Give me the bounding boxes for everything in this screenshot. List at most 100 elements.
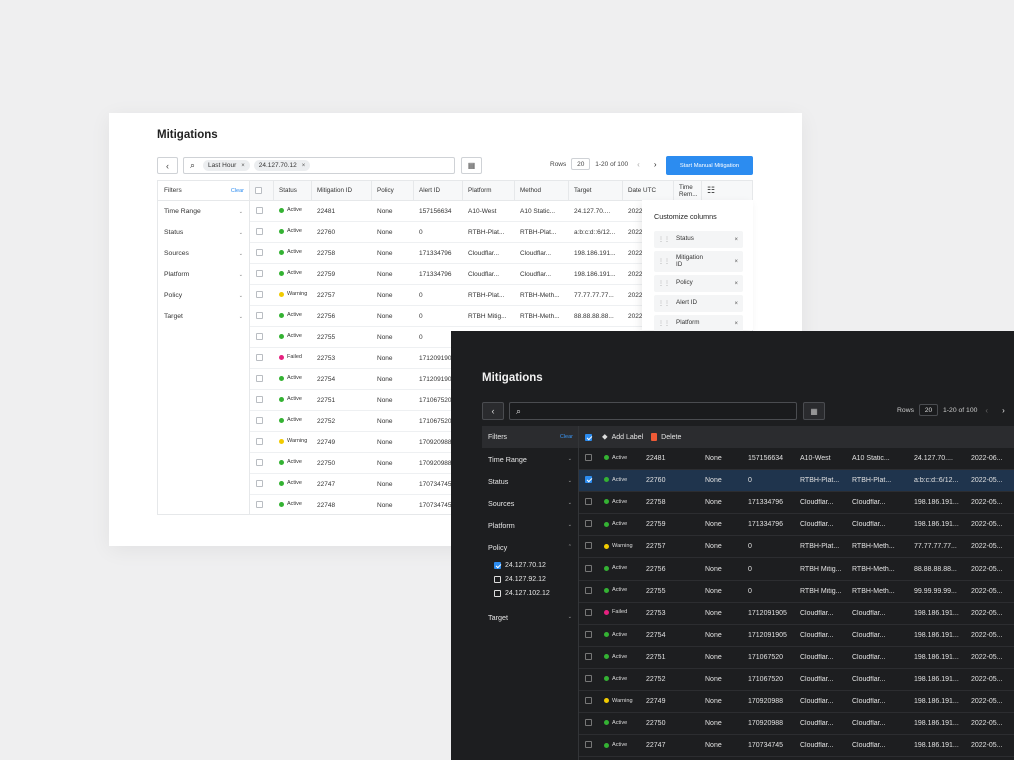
column-header[interactable]: Alert ID	[414, 181, 463, 201]
filter-time-range[interactable]: Time Range ⌄	[482, 448, 578, 470]
column-header[interactable]: Time Rem...	[674, 181, 702, 201]
table-row[interactable]: Active 22760 None 0 RTBH-Plat... RTBH-Plat...…	[250, 222, 752, 243]
row-checkbox[interactable]	[585, 652, 592, 660]
table-row[interactable]: Active 22759 None 171334796 Cloudflar... Clou…	[250, 264, 752, 285]
row-checkbox[interactable]	[585, 697, 592, 705]
row-checkbox[interactable]	[256, 311, 263, 319]
row-checkbox[interactable]	[256, 332, 263, 340]
filter-target[interactable]: Target ⌄	[158, 306, 249, 327]
drag-handle-icon[interactable]: ⋮⋮	[658, 281, 670, 287]
select-all-checkbox[interactable]	[255, 187, 262, 194]
option-checkbox[interactable]	[494, 561, 501, 569]
table-row[interactable]: Warning 22757 None 0 RTBH-Plat... RTBH-Meth..…	[250, 285, 752, 306]
row-checkbox[interactable]	[256, 269, 263, 277]
search-input[interactable]: ⌕ Last Hour × 24.127.70.12 ×	[183, 157, 455, 174]
table-row[interactable]: Failed 22753 None 1712091905 Cloudflar... Clo…	[579, 603, 1014, 625]
table-row[interactable]: Active 22754 None 1712091905 Cloudflar... Clo…	[579, 625, 1014, 647]
back-button[interactable]: ‹	[157, 157, 178, 174]
column-toggle-item[interactable]: ⋮⋮ Status ×	[654, 231, 743, 248]
row-checkbox[interactable]	[256, 353, 263, 361]
column-toggle-item[interactable]: ⋮⋮ Platform ×	[654, 315, 743, 332]
row-checkbox[interactable]	[256, 500, 263, 508]
next-page-icon[interactable]: ›	[1002, 405, 1005, 415]
table-row[interactable]: Active 22481 None 157156634 A10-West A10 Stat…	[579, 448, 1014, 471]
table-row[interactable]: Warning 22757 None 0 RTBH-Plat... RTBH-Meth..…	[579, 536, 1014, 559]
table-row[interactable]: Active 22756 None 0 RTBH Mitig... RTBH-Meth..…	[250, 306, 752, 327]
table-row[interactable]: Active 22759 None 171334796 Cloudflar... Clou…	[579, 514, 1014, 537]
next-page-icon[interactable]: ›	[653, 159, 657, 169]
filter-platform[interactable]: Platform ⌄	[482, 514, 578, 536]
search-input[interactable]: ⌕	[509, 402, 797, 420]
filter-policy[interactable]: Policy ⌄	[158, 285, 249, 306]
close-icon[interactable]: ×	[301, 162, 306, 169]
row-checkbox[interactable]	[585, 586, 592, 594]
view-toggle-button[interactable]: ▦	[803, 402, 825, 420]
option-checkbox[interactable]	[494, 575, 501, 583]
drag-handle-icon[interactable]: ⋮⋮	[658, 301, 670, 307]
delete-button[interactable]: Delete	[661, 433, 682, 441]
clear-filters-link[interactable]: Clear	[230, 187, 244, 194]
policy-option[interactable]: 24.127.70.12	[482, 558, 578, 572]
row-checkbox[interactable]	[585, 454, 592, 462]
table-row[interactable]: Active 22751 None 171067520 Cloudflar... Clou…	[579, 647, 1014, 669]
prev-page-icon[interactable]: ‹	[637, 159, 640, 169]
table-row[interactable]: Active 22752 None 171067520 Cloudflar... Clou…	[579, 669, 1014, 692]
prev-page-icon[interactable]: ‹	[985, 405, 989, 415]
row-checkbox[interactable]	[256, 374, 263, 382]
filter-policy[interactable]: Policy ⌃	[482, 536, 578, 558]
drag-handle-icon[interactable]: ⋮⋮	[658, 259, 670, 265]
add-label-button[interactable]: Add Label	[611, 433, 644, 441]
close-icon[interactable]: ×	[241, 162, 245, 169]
policy-option[interactable]: 24.127.92.12	[482, 572, 578, 586]
close-icon[interactable]: ×	[734, 258, 738, 265]
view-toggle-button[interactable]: ▦	[461, 157, 482, 174]
drag-handle-icon[interactable]: ⋮⋮	[658, 321, 670, 327]
table-row[interactable]: Active 22756 None 0 RTBH Mitig... RTBH-Meth..…	[579, 558, 1014, 581]
filter-sources[interactable]: Sources ⌄	[482, 492, 578, 514]
row-checkbox[interactable]	[256, 290, 263, 298]
table-row[interactable]: Active 22760 None 0 RTBH-Plat... RTBH-Plat...…	[579, 470, 1014, 493]
row-checkbox[interactable]	[256, 437, 263, 445]
row-checkbox[interactable]	[256, 248, 263, 256]
column-toggle-item[interactable]: ⋮⋮ Mitigation ID ×	[654, 251, 743, 272]
row-checkbox[interactable]	[585, 608, 592, 616]
row-checkbox[interactable]	[585, 719, 592, 727]
column-settings-button[interactable]: ☷	[702, 181, 715, 201]
column-header[interactable]: Target	[569, 181, 623, 201]
column-header[interactable]: Date UTC	[623, 181, 674, 201]
row-checkbox[interactable]	[256, 479, 263, 487]
table-row[interactable]: Active 22758 None 171334796 Cloudflar... Clou…	[579, 492, 1014, 515]
table-row[interactable]: Active 22758 None 171334796 Cloudflar... Clou…	[250, 243, 752, 264]
column-header[interactable]: Status	[274, 181, 312, 201]
row-checkbox[interactable]	[256, 458, 263, 466]
row-checkbox[interactable]	[585, 520, 592, 528]
column-toggle-item[interactable]: ⋮⋮ Policy ×	[654, 275, 743, 292]
rows-per-page-select[interactable]: 20	[571, 158, 591, 170]
row-checkbox[interactable]	[585, 498, 592, 506]
filter-status[interactable]: Status ⌄	[482, 470, 578, 492]
select-all-checkbox[interactable]	[585, 433, 592, 441]
back-button[interactable]: ‹	[482, 402, 504, 420]
filter-status[interactable]: Status ⌄	[158, 222, 249, 243]
close-icon[interactable]: ×	[734, 320, 738, 327]
table-row[interactable]: Active 22748 None 170734745	[250, 495, 752, 514]
table-row[interactable]: Active 22755 None 0 RTBH Mitig... RTBH-Meth..…	[579, 581, 1014, 603]
rows-per-page-select[interactable]: 20	[919, 404, 938, 416]
table-row[interactable]: Active 22750 None 170920988 Cloudflar... Clou…	[579, 713, 1014, 736]
row-checkbox[interactable]	[256, 206, 263, 214]
clear-filters-link[interactable]: Clear	[559, 434, 573, 440]
row-checkbox[interactable]	[585, 630, 592, 638]
row-checkbox[interactable]	[585, 674, 592, 682]
close-icon[interactable]: ×	[734, 236, 738, 243]
row-checkbox[interactable]	[256, 395, 263, 403]
close-icon[interactable]: ×	[734, 280, 738, 287]
column-header[interactable]: Platform	[463, 181, 515, 201]
row-checkbox[interactable]	[585, 564, 592, 572]
row-checkbox[interactable]	[585, 741, 592, 749]
filter-chip-target[interactable]: 24.127.70.12 ×	[253, 160, 311, 171]
table-row[interactable]: Warning 22749 None 170920988 Cloudflar... Clo…	[579, 691, 1014, 714]
filter-platform[interactable]: Platform ⌄	[158, 264, 249, 285]
column-header[interactable]: Method	[515, 181, 569, 201]
filter-time-range[interactable]: Time Range ⌄	[158, 201, 249, 222]
row-checkbox[interactable]	[256, 227, 263, 235]
